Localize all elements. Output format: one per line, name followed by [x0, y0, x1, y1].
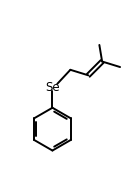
Text: Se: Se — [45, 81, 60, 94]
